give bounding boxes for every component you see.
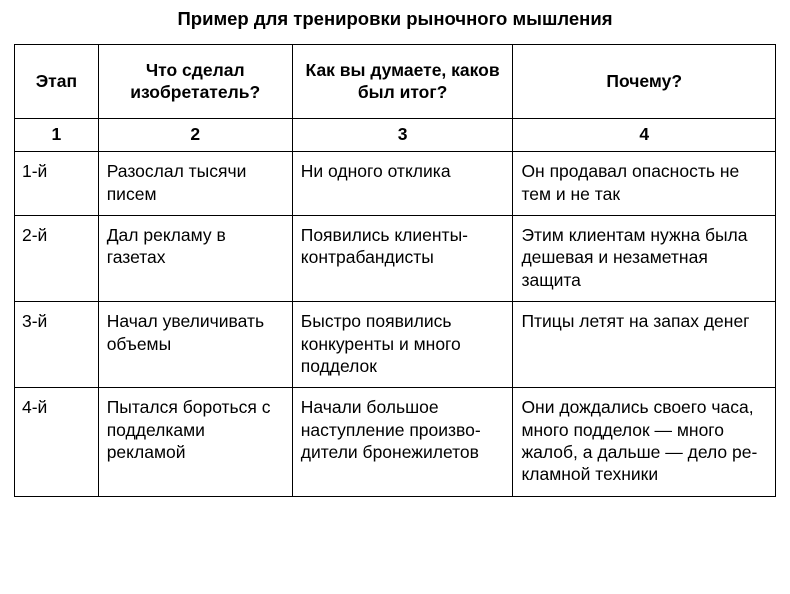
cell-think: Появились клиенты-контрабандисты: [292, 215, 513, 301]
col-header-think: Как вы думаете, каков был итог?: [292, 45, 513, 119]
col-header-why: Почему?: [513, 45, 776, 119]
col-number-why: 4: [513, 118, 776, 151]
cell-stage: 2-й: [15, 215, 99, 301]
table-row: 3-й Начал увеличи­вать объемы Быстро поя…: [15, 302, 776, 388]
cell-think: Быстро появились конкуренты и много подд…: [292, 302, 513, 388]
cell-think: Ни одного отклика: [292, 152, 513, 216]
page-title: Пример для тренировки рыночного мышления: [14, 8, 776, 30]
cell-stage: 3-й: [15, 302, 99, 388]
cell-think: Начали большое наступление произво­дител…: [292, 388, 513, 497]
cell-stage: 4-й: [15, 388, 99, 497]
table-header-row-numbers: 1 2 3 4: [15, 118, 776, 151]
col-number-what: 2: [98, 118, 292, 151]
cell-what: Разослал тысячи писем: [98, 152, 292, 216]
cell-what: Начал увеличи­вать объемы: [98, 302, 292, 388]
cell-why: Птицы летят на запах денег: [513, 302, 776, 388]
col-header-what: Что сделал изобретатель?: [98, 45, 292, 119]
cell-why: Этим клиентам нужна была дешевая и неза­…: [513, 215, 776, 301]
col-header-stage: Этап: [15, 45, 99, 119]
table-row: 1-й Разослал тысячи писем Ни одного откл…: [15, 152, 776, 216]
cell-why: Он продавал опасность не тем и не так: [513, 152, 776, 216]
table-row: 2-й Дал рекламу в газетах Появились клие…: [15, 215, 776, 301]
training-table: Этап Что сделал изобретатель? Как вы дум…: [14, 44, 776, 497]
cell-what: Дал рекламу в газетах: [98, 215, 292, 301]
col-number-stage: 1: [15, 118, 99, 151]
cell-why: Они дождались своего часа, много подде­л…: [513, 388, 776, 497]
cell-what: Пытался бороть­ся с подделками рекламой: [98, 388, 292, 497]
col-number-think: 3: [292, 118, 513, 151]
cell-stage: 1-й: [15, 152, 99, 216]
table-header-row-labels: Этап Что сделал изобретатель? Как вы дум…: [15, 45, 776, 119]
table-row: 4-й Пытался бороть­ся с подделками рекла…: [15, 388, 776, 497]
